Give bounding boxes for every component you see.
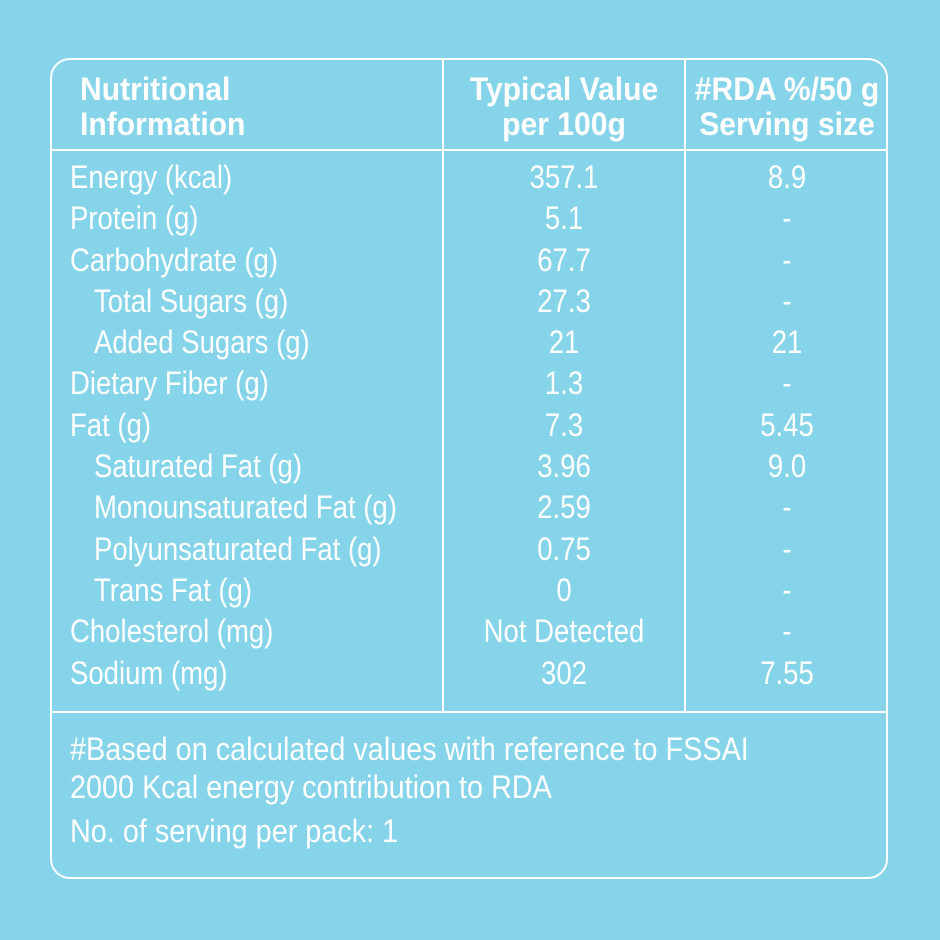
nutrient-name: Monounsaturated Fat (g) xyxy=(94,489,397,526)
nutrient-value: 67.7 xyxy=(537,241,591,278)
header-rda: #RDA %/50 g Serving size xyxy=(694,71,880,142)
nutrient-rda: - xyxy=(782,489,792,526)
nutrient-row: Energy (kcal) 357.1 8.9 xyxy=(52,157,886,198)
nutrient-name: Polyunsaturated Fat (g) xyxy=(94,530,382,567)
nutrient-rda: - xyxy=(782,571,792,608)
nutrient-name: Energy (kcal) xyxy=(70,159,233,195)
nutrient-row: Monounsaturated Fat (g) 2.59 - xyxy=(52,487,886,528)
nutrient-name: Saturated Fat (g) xyxy=(94,448,303,485)
nutrient-value: 302 xyxy=(541,654,587,691)
nutrient-value: 2.59 xyxy=(537,489,591,526)
nutrient-value: 0.75 xyxy=(537,530,591,567)
nutrient-value: 5.1 xyxy=(544,200,584,237)
nutrient-rda: - xyxy=(782,613,792,650)
nutrient-value: 7.3 xyxy=(544,406,584,443)
nutrient-name: Protein (g) xyxy=(70,200,199,237)
nutrient-name: Added Sugars (g) xyxy=(94,324,310,361)
nutrient-rda: - xyxy=(782,282,792,319)
footnote-line-2: 2000 Kcal energy contribution to RDA xyxy=(70,769,552,805)
nutrient-value: 27.3 xyxy=(537,282,591,319)
header-nutrient: Nutritional Information xyxy=(80,71,246,142)
nutrient-rows: Energy (kcal) 357.1 8.9 Protein (g) 5.1- Carb… xyxy=(52,157,886,694)
nutrient-rda: 21 xyxy=(771,324,803,361)
nutrient-rda: - xyxy=(782,530,792,567)
nutrient-row: Total Sugars (g) 27.3 - xyxy=(52,281,886,322)
nutrient-row: Trans Fat (g) 0 - xyxy=(52,570,886,611)
footnote-line-1: #Based on calculated values with referen… xyxy=(70,731,749,767)
nutrient-value: 0 xyxy=(556,571,572,608)
nutrient-value: 21 xyxy=(548,324,580,361)
nutrient-value: 1.3 xyxy=(544,365,584,402)
nutrient-rda: 5.45 xyxy=(760,406,814,443)
footer-divider xyxy=(52,711,886,713)
nutrient-rda: - xyxy=(782,241,792,278)
servings-per-pack: No. of serving per pack: 1 xyxy=(70,813,399,849)
nutrition-table: Nutritional Information Typical Value pe… xyxy=(50,58,888,879)
nutrient-row: Protein (g) 5.1 - xyxy=(52,198,886,239)
nutrient-row: Added Sugars (g) 21 21 xyxy=(52,322,886,363)
nutrient-name: Sodium (mg) xyxy=(70,654,228,691)
nutrient-name: Dietary Fiber (g) xyxy=(70,365,269,402)
nutrient-row: Dietary Fiber (g) 1.3 - xyxy=(52,363,886,404)
column-divider-2 xyxy=(684,60,686,711)
footnote: #Based on calculated values with referen… xyxy=(70,730,749,850)
nutrient-name: Trans Fat (g) xyxy=(94,571,253,608)
nutrient-value: 357.1 xyxy=(529,159,599,195)
nutrient-value: Not Detected xyxy=(483,613,645,650)
nutrient-name: Carbohydrate (g) xyxy=(70,241,279,278)
nutrient-name: Total Sugars (g) xyxy=(94,282,289,319)
nutrient-rda: - xyxy=(782,365,792,402)
nutrient-row: Carbohydrate (g) 67.7 - xyxy=(52,240,886,281)
nutrient-row: Cholesterol (mg) Not Detected - xyxy=(52,611,886,652)
column-divider-1 xyxy=(442,60,444,711)
header-typical-value: Typical Value per 100g xyxy=(469,71,659,142)
nutrient-rda: - xyxy=(782,200,792,237)
nutrient-rda: 7.55 xyxy=(760,654,814,691)
header-divider xyxy=(52,149,886,151)
nutrient-row: Polyunsaturated Fat (g) 0.75 - xyxy=(52,529,886,570)
nutrient-row: Fat (g) 7.3 5.45 xyxy=(52,405,886,446)
nutrient-row: Saturated Fat (g) 3.96 9.0 xyxy=(52,446,886,487)
nutrient-value: 3.96 xyxy=(537,448,591,485)
nutrient-row: Sodium (mg) 302 7.55 xyxy=(52,653,886,694)
nutrient-rda: 8.9 xyxy=(767,159,807,195)
nutrient-rda: 9.0 xyxy=(767,448,807,485)
nutrient-name: Cholesterol (mg) xyxy=(70,613,274,650)
nutrient-name: Fat (g) xyxy=(70,406,152,443)
